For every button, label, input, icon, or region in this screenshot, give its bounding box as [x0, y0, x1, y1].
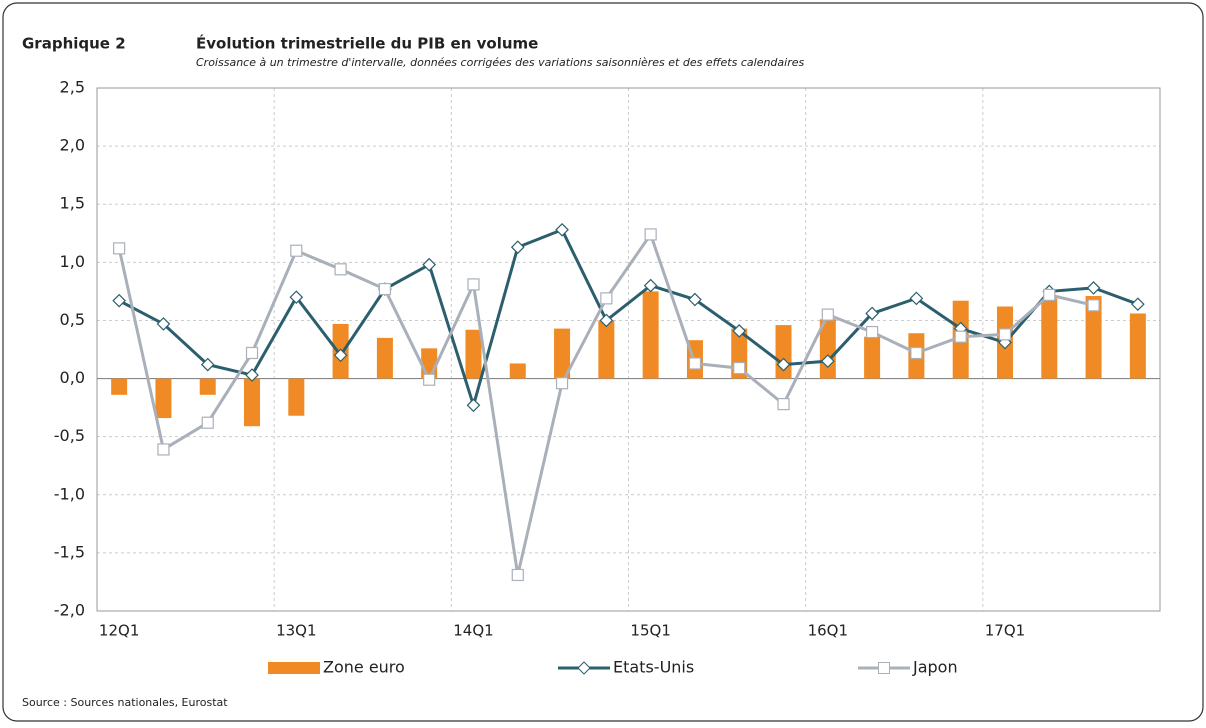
- marker: [422, 257, 437, 272]
- marker: [599, 313, 614, 328]
- marker: [644, 228, 657, 241]
- marker: [112, 293, 126, 308]
- y-tick-label: -1,0: [54, 484, 85, 503]
- marker: [156, 317, 171, 331]
- x-tick-label: 13Q1: [276, 622, 316, 640]
- marker: [334, 263, 347, 276]
- chart-label: Graphique 2: [22, 35, 126, 53]
- marker: [910, 346, 923, 360]
- bar: [465, 329, 482, 379]
- marker: [600, 292, 613, 305]
- x-tick-label: 14Q1: [453, 622, 493, 640]
- y-tick-label: -0,5: [54, 426, 85, 445]
- legend-marker: [577, 661, 591, 675]
- marker: [245, 368, 259, 382]
- plot-border: [96, 87, 1161, 612]
- marker: [290, 244, 303, 257]
- y-tick-label: 2,0: [60, 136, 85, 155]
- bar: [864, 336, 881, 379]
- bar: [642, 291, 659, 379]
- marker: [289, 290, 304, 305]
- marker: [643, 278, 658, 293]
- y-tick-label: -1,5: [54, 542, 85, 561]
- bar: [554, 328, 571, 379]
- x-tick-label: 15Q1: [630, 622, 670, 640]
- y-tick-label: 0,0: [60, 368, 85, 387]
- marker: [688, 292, 702, 307]
- y-tick-label: 1,5: [60, 194, 85, 213]
- marker: [113, 242, 126, 255]
- marker: [776, 357, 791, 372]
- bar: [244, 378, 261, 427]
- line: [118, 227, 1139, 411]
- marker: [510, 240, 525, 255]
- marker: [821, 308, 834, 321]
- bar: [1041, 298, 1058, 379]
- x-tick-label: 16Q1: [808, 622, 848, 640]
- marker: [511, 568, 524, 582]
- y-tick-label: 2,5: [60, 78, 85, 97]
- marker: [777, 398, 790, 411]
- marker: [865, 306, 879, 321]
- x-tick-label: 12Q1: [99, 622, 139, 640]
- marker: [866, 325, 879, 339]
- bar: [509, 363, 526, 379]
- chart-title: Évolution trimestrielle du PIB en volume: [196, 34, 538, 53]
- marker: [466, 398, 481, 413]
- marker: [733, 361, 746, 375]
- legend-label: Zone euro: [323, 658, 405, 677]
- marker: [688, 357, 702, 370]
- x-tick-label: 17Q1: [985, 622, 1025, 640]
- marker: [378, 282, 391, 296]
- marker: [555, 377, 569, 390]
- bar: [1129, 313, 1146, 379]
- marker: [555, 222, 569, 237]
- marker: [245, 346, 259, 360]
- marker: [1086, 281, 1101, 295]
- legend-label: Etats-Unis: [613, 658, 694, 677]
- legend-label: Japon: [912, 658, 958, 677]
- bar: [598, 320, 615, 379]
- marker: [157, 443, 170, 456]
- source: Source : Sources nationales, Eurostat: [22, 696, 228, 709]
- marker: [954, 330, 967, 343]
- marker: [200, 357, 215, 372]
- marker: [467, 278, 480, 291]
- legend-marker: [878, 662, 890, 674]
- marker: [333, 348, 348, 363]
- marker: [1043, 288, 1056, 301]
- legend-swatch: [268, 662, 320, 674]
- bar: [288, 378, 305, 416]
- marker: [1087, 299, 1100, 312]
- chart-subtitle: Croissance à un trimestre d'intervalle, …: [196, 56, 805, 69]
- marker: [998, 328, 1012, 341]
- marker: [201, 416, 214, 429]
- bar: [199, 378, 216, 395]
- marker: [1131, 297, 1145, 312]
- marker: [909, 291, 924, 306]
- marker: [423, 373, 436, 386]
- bar: [1085, 296, 1102, 379]
- marker: [820, 354, 835, 368]
- bar: [111, 378, 128, 395]
- y-tick-label: 0,5: [60, 310, 85, 329]
- y-tick-label: 1,0: [60, 252, 85, 271]
- bar: [376, 337, 393, 379]
- y-tick-label: -2,0: [54, 601, 85, 620]
- bar: [155, 378, 172, 419]
- marker: [732, 324, 747, 338]
